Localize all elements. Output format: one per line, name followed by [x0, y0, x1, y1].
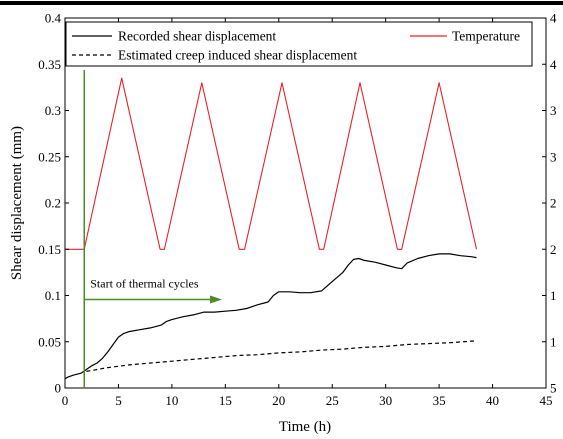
x-tick-label: 35: [433, 393, 446, 408]
y-ticks: 0 0.05 0.1 0.15 0.2 0.25 0.3 0.35 0.4: [38, 11, 69, 396]
y-tick-label: 0: [55, 381, 62, 396]
y-tick-label: 0.1: [45, 288, 61, 303]
series-line-temperature: [65, 77, 478, 250]
x-tick-label: 0: [62, 393, 69, 408]
x-axis-label: Time (h): [279, 419, 331, 435]
y2-tick-label: 3: [550, 149, 557, 164]
y-axis-label: Shear displacement (mm): [9, 126, 25, 280]
y-tick-label: 0.05: [38, 334, 61, 349]
x-ticks: 0 5 10 15 20 25 30 35 40 45: [62, 18, 553, 408]
y2-tick-label: 4: [550, 11, 557, 26]
annotation-arrow-head: [210, 295, 222, 304]
y2-tick-label: 5: [550, 381, 557, 396]
y-tick-label: 0.4: [45, 11, 62, 26]
legend-box: [65, 21, 533, 67]
x-tick-label: 45: [540, 393, 553, 408]
legend-label-estimated: Estimated creep induced shear displaceme…: [118, 48, 357, 63]
legend-label-temperature: Temperature: [452, 29, 520, 44]
x-tick-label: 25: [326, 393, 339, 408]
annotation-layer: Start of thermal cycles: [83, 70, 222, 388]
x-tick-label: 10: [165, 393, 178, 408]
x-tick-label: 20: [272, 393, 285, 408]
y2-tick-label: 1: [550, 288, 557, 303]
y-tick-label: 0.2: [45, 196, 61, 211]
y2-tick-label: 2: [550, 196, 557, 211]
y-tick-label: 0.25: [38, 149, 61, 164]
y2-tick-label: 1: [550, 334, 557, 349]
legend-label-recorded: Recorded shear displacement: [118, 29, 276, 44]
x-tick-label: 5: [115, 393, 122, 408]
y-tick-label: 0.3: [45, 103, 61, 118]
y2-ticks: 5 1 1 2 2 3 3 4 4: [542, 11, 557, 396]
y2-tick-label: 4: [550, 57, 557, 72]
annotation-label: Start of thermal cycles: [90, 277, 199, 291]
x-tick-label: 15: [219, 393, 232, 408]
x-tick-label: 40: [486, 393, 499, 408]
series-line-recorded: [64, 253, 477, 380]
y-tick-label: 0.15: [38, 242, 61, 257]
y2-tick-label: 2: [550, 242, 557, 257]
y2-tick-label: 3: [550, 103, 557, 118]
y-tick-label: 0.35: [38, 57, 61, 72]
series-line-estimated: [86, 340, 477, 372]
series-layer: [64, 77, 478, 380]
x-tick-label: 30: [379, 393, 392, 408]
